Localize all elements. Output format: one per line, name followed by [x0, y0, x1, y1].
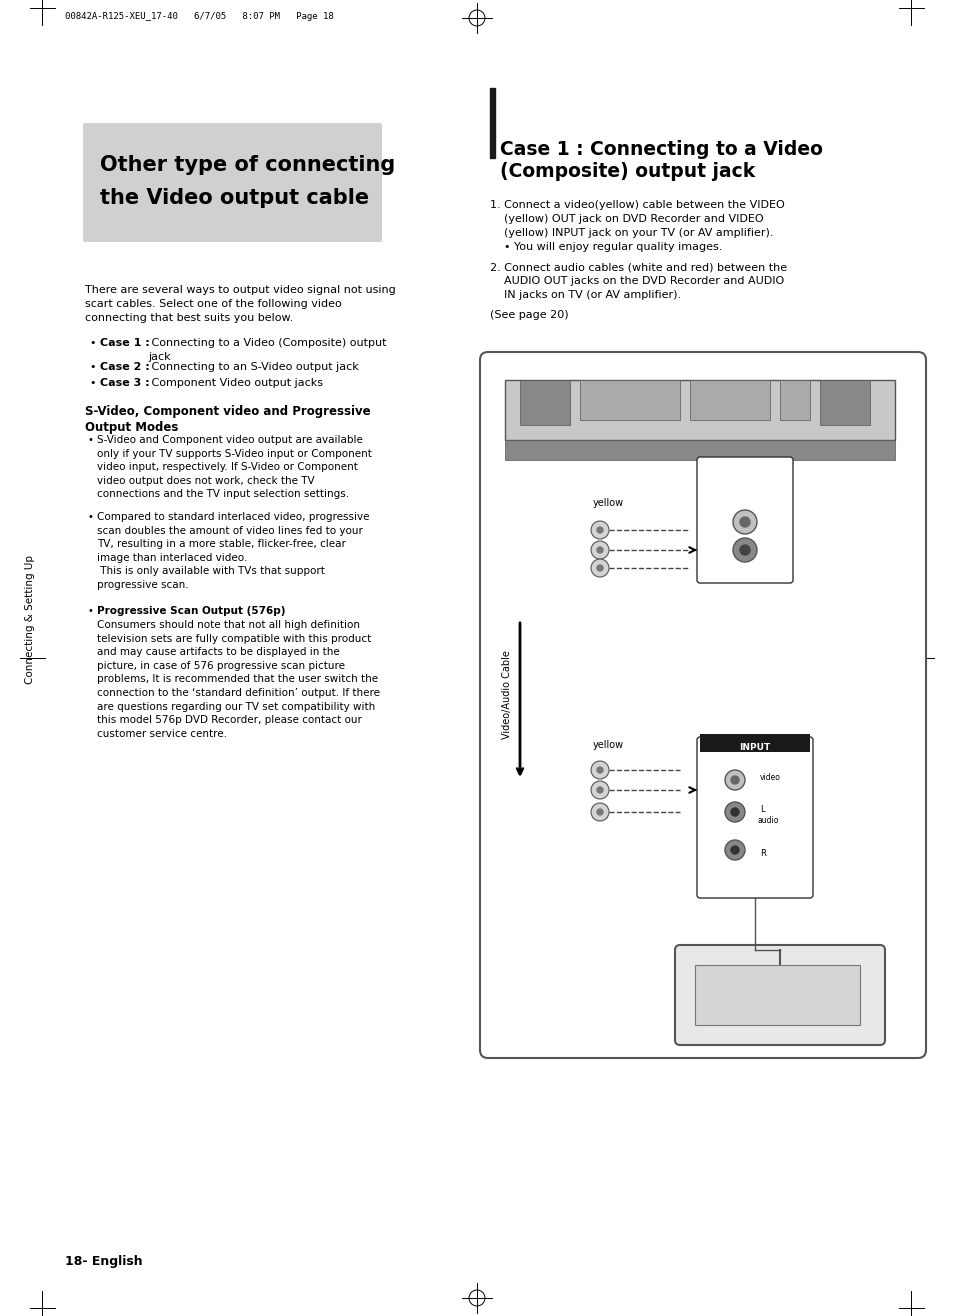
- Circle shape: [597, 787, 602, 794]
- Bar: [504, 380, 894, 440]
- Circle shape: [590, 803, 608, 821]
- FancyBboxPatch shape: [675, 945, 884, 1045]
- FancyBboxPatch shape: [479, 351, 925, 1058]
- Circle shape: [590, 521, 608, 540]
- Text: INPUT: INPUT: [739, 744, 770, 751]
- Bar: [700, 734, 809, 751]
- Text: •: •: [90, 378, 100, 388]
- Text: •: •: [88, 436, 93, 445]
- Circle shape: [590, 541, 608, 559]
- Circle shape: [597, 565, 602, 571]
- Text: Other type of connecting: Other type of connecting: [100, 155, 395, 175]
- Text: •: •: [88, 605, 93, 616]
- Text: •: •: [88, 512, 93, 522]
- Text: Connecting to a Video (Composite) output: Connecting to a Video (Composite) output: [148, 338, 386, 347]
- Text: Output Modes: Output Modes: [85, 421, 178, 434]
- Circle shape: [597, 809, 602, 815]
- Text: There are several ways to output video signal not using
scart cables. Select one: There are several ways to output video s…: [85, 286, 395, 322]
- Text: 2. Connect audio cables (white and red) between the
    AUDIO OUT jacks on the D: 2. Connect audio cables (white and red) …: [490, 262, 786, 300]
- Circle shape: [724, 801, 744, 822]
- Circle shape: [724, 840, 744, 859]
- Text: R: R: [760, 849, 765, 858]
- Circle shape: [590, 761, 608, 779]
- Text: Compared to standard interlaced video, progressive
scan doubles the amount of vi: Compared to standard interlaced video, p…: [97, 512, 369, 590]
- Text: 00842A-R125-XEU_17-40   6/7/05   8:07 PM   Page 18: 00842A-R125-XEU_17-40 6/7/05 8:07 PM Pag…: [65, 12, 334, 21]
- Circle shape: [730, 846, 739, 854]
- Text: the Video output cable: the Video output cable: [100, 188, 369, 208]
- Circle shape: [732, 538, 757, 562]
- Bar: [695, 965, 859, 1025]
- Circle shape: [590, 780, 608, 799]
- Text: •: •: [90, 338, 100, 347]
- Bar: [689, 380, 769, 420]
- Circle shape: [730, 808, 739, 816]
- Circle shape: [730, 776, 739, 784]
- Text: L: L: [760, 805, 763, 815]
- Text: (Composite) output jack: (Composite) output jack: [499, 162, 755, 182]
- Circle shape: [234, 130, 345, 240]
- FancyBboxPatch shape: [697, 737, 812, 898]
- Text: Progressive Scan Output (576p): Progressive Scan Output (576p): [97, 605, 285, 616]
- Bar: [504, 440, 894, 461]
- Bar: [490, 88, 495, 158]
- Text: audio: audio: [758, 816, 779, 825]
- Text: S-Video, Component video and Progressive: S-Video, Component video and Progressive: [85, 405, 370, 418]
- FancyBboxPatch shape: [697, 457, 792, 583]
- Text: 18- English: 18- English: [65, 1255, 143, 1269]
- Circle shape: [597, 547, 602, 553]
- Text: •: •: [90, 362, 100, 372]
- Bar: [579, 380, 679, 420]
- Bar: [820, 380, 869, 425]
- Text: jack: jack: [148, 351, 171, 362]
- Text: (See page 20): (See page 20): [490, 311, 568, 320]
- Text: yellow: yellow: [592, 740, 623, 750]
- Text: Case 1 : Connecting to a Video: Case 1 : Connecting to a Video: [499, 139, 822, 159]
- Text: Connecting to an S-Video output jack: Connecting to an S-Video output jack: [148, 362, 358, 372]
- Text: TV: TV: [768, 1000, 790, 1015]
- Circle shape: [597, 767, 602, 772]
- Bar: [519, 380, 569, 425]
- Bar: [780, 380, 809, 420]
- Circle shape: [590, 559, 608, 576]
- Text: Video/Audio Cable: Video/Audio Cable: [501, 650, 512, 740]
- Text: Case 2 :: Case 2 :: [100, 362, 150, 372]
- Circle shape: [732, 511, 757, 534]
- Text: Connecting & Setting Up: Connecting & Setting Up: [25, 555, 35, 684]
- Circle shape: [724, 770, 744, 790]
- FancyBboxPatch shape: [83, 122, 381, 242]
- Text: Case 1 :: Case 1 :: [100, 338, 150, 347]
- Text: yellow: yellow: [592, 497, 623, 508]
- Text: Component Video output jacks: Component Video output jacks: [148, 378, 323, 388]
- Text: Case 3 :: Case 3 :: [100, 378, 150, 388]
- Text: video: video: [760, 774, 781, 783]
- Text: 1. Connect a video(yellow) cable between the VIDEO
    (yellow) OUT jack on DVD : 1. Connect a video(yellow) cable between…: [490, 200, 784, 251]
- Text: Consumers should note that not all high definition
television sets are fully com: Consumers should note that not all high …: [97, 620, 379, 738]
- Text: S-Video and Component video output are available
only if your TV supports S-Vide: S-Video and Component video output are a…: [97, 436, 372, 499]
- Circle shape: [234, 130, 345, 240]
- Circle shape: [740, 517, 749, 526]
- Text: VIDEO: VIDEO: [732, 462, 757, 468]
- Circle shape: [597, 526, 602, 533]
- Circle shape: [740, 545, 749, 555]
